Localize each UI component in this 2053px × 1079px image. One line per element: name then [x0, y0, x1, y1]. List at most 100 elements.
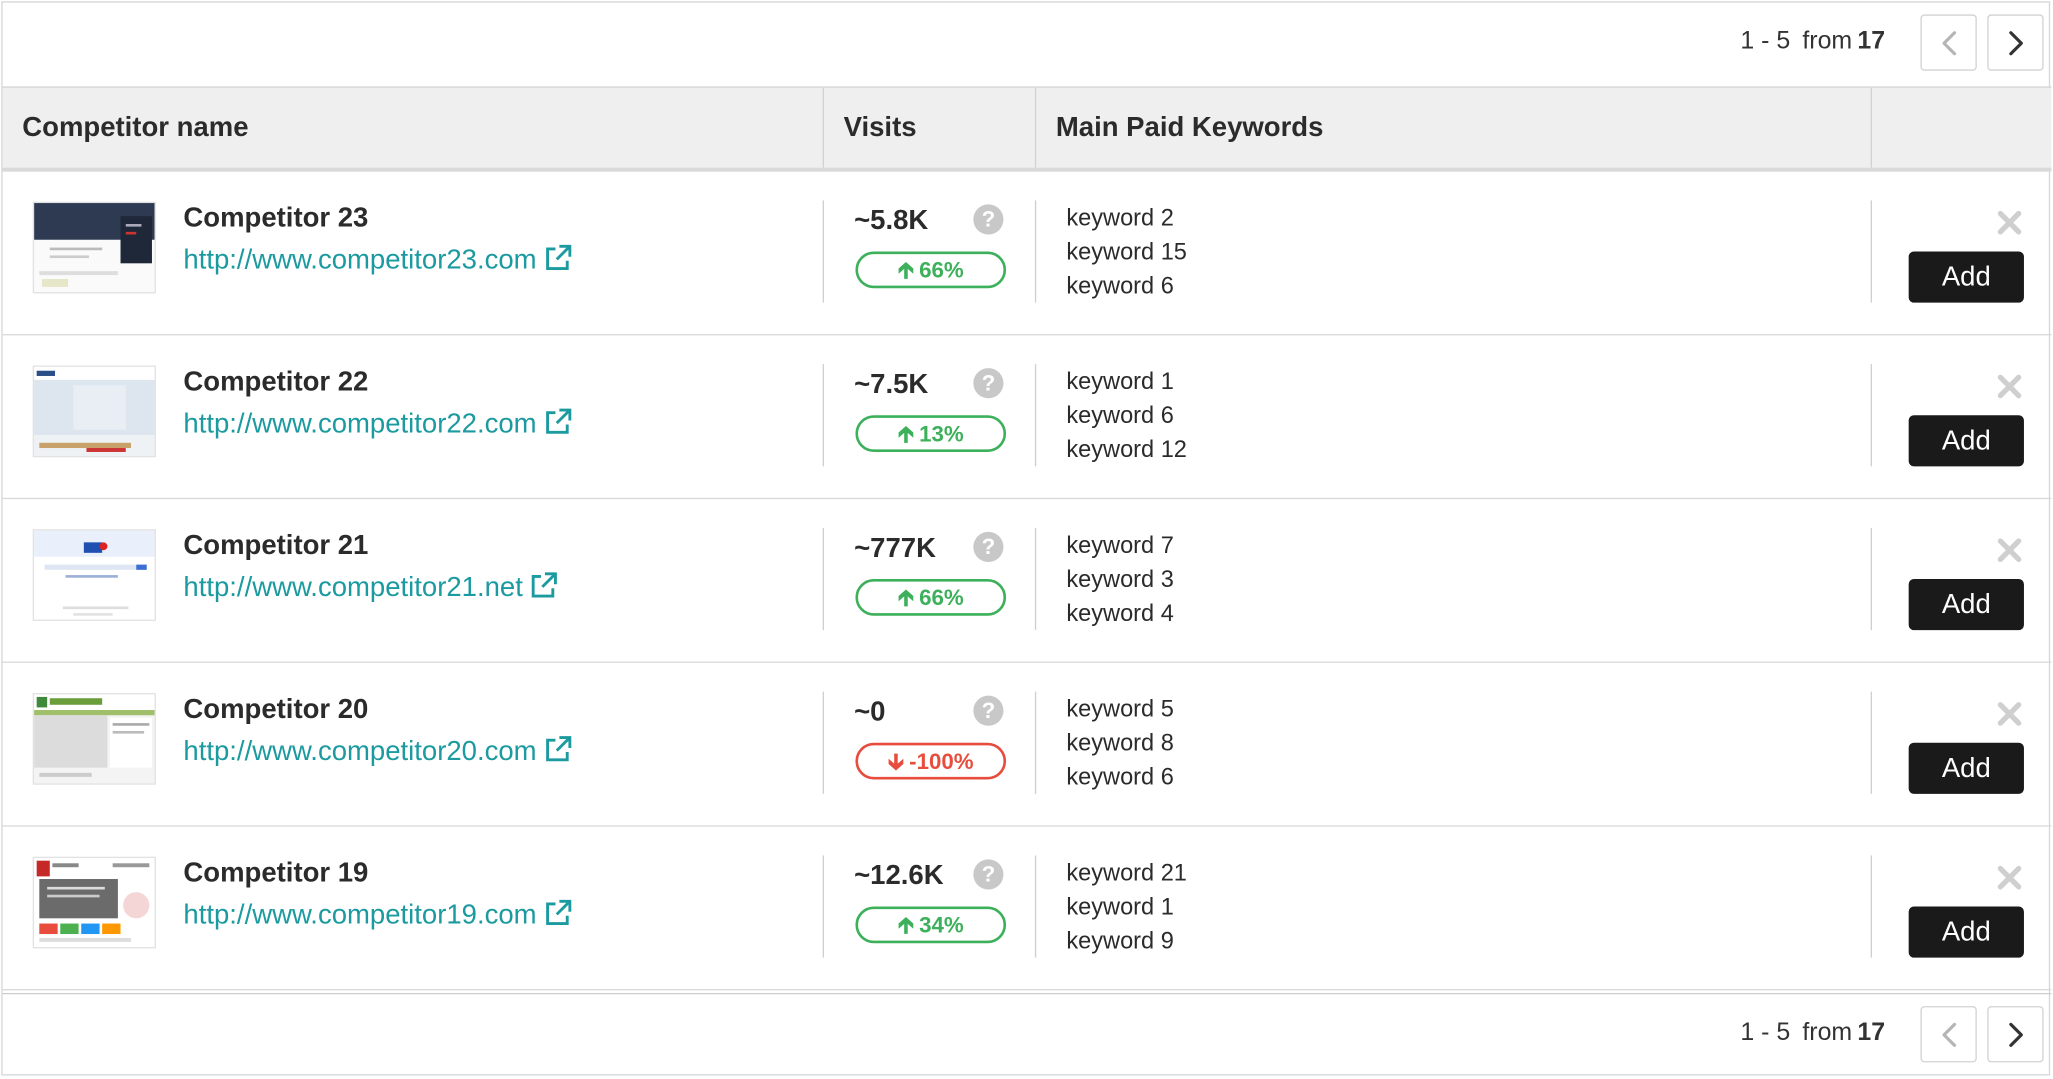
keyword-list: keyword 2 keyword 15 keyword 6 [1066, 200, 1187, 302]
competitor-url-link[interactable]: http://www.competitor23.com [183, 244, 572, 277]
competitor-url-link[interactable]: http://www.competitor21.net [183, 571, 558, 604]
site-thumbnail[interactable] [32, 365, 156, 458]
column-divider [822, 527, 824, 631]
pagination-info: 1 - 5 from 17 [1740, 3, 1885, 87]
keyword-item: keyword 2 [1066, 204, 1174, 231]
competitor-name: Competitor 23 [183, 203, 369, 234]
column-divider [822, 200, 824, 303]
add-competitor-button[interactable]: Add [1908, 579, 2024, 631]
question-circle-icon[interactable]: ? [973, 859, 1004, 890]
keyword-item: keyword 7 [1066, 531, 1174, 559]
visits-trend-value: 66% [919, 258, 964, 283]
external-link-icon[interactable] [543, 407, 572, 436]
column-divider [1870, 200, 1872, 303]
competitor-url-link[interactable]: http://www.competitor20.com [183, 735, 572, 768]
external-link-icon[interactable] [529, 571, 558, 600]
pagination-from-label: from [1802, 27, 1853, 56]
add-competitor-button[interactable]: Add [1908, 906, 2024, 958]
external-link-icon[interactable] [543, 244, 572, 273]
next-page-button[interactable] [1987, 14, 2044, 71]
keyword-item: keyword 3 [1066, 565, 1174, 593]
external-link-icon[interactable] [543, 899, 572, 928]
site-thumbnail[interactable] [32, 201, 156, 294]
close-icon[interactable] [1995, 372, 2024, 401]
keyword-item: keyword 5 [1066, 695, 1174, 722]
keyword-item: keyword 4 [1066, 599, 1174, 627]
column-header-keywords[interactable]: Main Paid Keywords [1034, 87, 1871, 168]
competitor-url-link[interactable]: http://www.competitor22.com [183, 407, 572, 440]
column-divider [1034, 527, 1037, 631]
column-divider [1870, 855, 1872, 958]
visits-trend-value: -100% [909, 749, 974, 775]
site-thumbnail[interactable] [32, 529, 156, 621]
visits-value: ~12.6K [854, 860, 944, 891]
chevron-left-icon [1941, 1022, 1956, 1047]
competitor-url[interactable]: http://www.competitor20.com [183, 736, 537, 767]
add-competitor-button[interactable]: Add [1908, 742, 2024, 794]
keyword-item: keyword 15 [1066, 238, 1187, 265]
question-circle-icon[interactable]: ? [973, 531, 1004, 562]
keyword-list: keyword 5 keyword 8 keyword 6 [1066, 692, 1173, 794]
next-page-button[interactable] [1987, 1006, 2044, 1063]
add-competitor-button[interactable]: Add [1908, 415, 2024, 467]
close-icon[interactable] [1995, 208, 2024, 237]
column-header-actions [1870, 87, 2052, 168]
pagination-total: 17 [1857, 27, 1886, 56]
question-circle-icon[interactable]: ? [973, 204, 1004, 235]
table-row: Competitor 21 http://www.competitor21.ne… [2, 499, 2052, 663]
column-divider [1034, 364, 1037, 467]
table-header: Competitor name Visits Main Paid Keyword… [2, 87, 2052, 172]
pagination-range: 1 - 5 [1740, 27, 1791, 56]
close-icon[interactable] [1995, 700, 2024, 729]
visits-trend-value: 34% [919, 913, 964, 938]
pagination-range: 1 - 5 [1740, 1019, 1791, 1047]
add-competitor-button[interactable]: Add [1908, 251, 2024, 303]
column-divider [822, 855, 824, 958]
competitor-url[interactable]: http://www.competitor21.net [183, 572, 523, 603]
arrow-up-icon: 🡱 [897, 913, 914, 938]
keyword-list: keyword 7 keyword 3 keyword 4 [1066, 528, 1173, 630]
pagination-info: 1 - 5 from 17 [1740, 994, 1885, 1078]
arrow-down-icon: 🡳 [887, 749, 904, 775]
keyword-list: keyword 21 keyword 1 keyword 9 [1066, 855, 1187, 957]
column-divider [1870, 691, 1872, 794]
close-icon[interactable] [1995, 863, 2024, 892]
visits-value: ~777K [854, 533, 936, 564]
competitor-name: Competitor 20 [183, 694, 369, 725]
table-row: Competitor 23 http://www.competitor23.co… [2, 172, 2052, 336]
visits-trend-badge: 🡱 66% [855, 251, 1007, 289]
prev-page-button[interactable] [1920, 1006, 1977, 1063]
competitor-url[interactable]: http://www.competitor19.com [183, 899, 537, 931]
column-divider [822, 364, 824, 467]
visits-trend-value: 13% [919, 421, 964, 447]
question-circle-icon[interactable]: ? [973, 368, 1004, 399]
keyword-item: keyword 6 [1066, 402, 1174, 429]
keyword-item: keyword 21 [1066, 859, 1187, 886]
column-header-visits[interactable]: Visits [822, 87, 1035, 168]
keyword-item: keyword 12 [1066, 436, 1187, 463]
visits-trend-badge: 🡱 34% [855, 906, 1007, 944]
close-icon[interactable] [1995, 536, 2024, 565]
competitor-url[interactable]: http://www.competitor23.com [183, 244, 537, 276]
visits-trend-badge: 🡱 66% [855, 579, 1007, 616]
column-header-competitor[interactable]: Competitor name [22, 112, 249, 143]
prev-page-button[interactable] [1920, 14, 1977, 71]
keyword-item: keyword 9 [1066, 927, 1174, 954]
pagination-from-label: from [1802, 1019, 1853, 1047]
competitor-url[interactable]: http://www.competitor22.com [183, 408, 537, 439]
question-circle-icon[interactable]: ? [973, 695, 1004, 726]
keyword-item: keyword 8 [1066, 729, 1174, 756]
column-divider [1034, 855, 1037, 958]
competitor-url-link[interactable]: http://www.competitor19.com [183, 899, 572, 932]
column-divider [1870, 364, 1872, 467]
site-thumbnail[interactable] [32, 856, 156, 949]
chevron-right-icon [2008, 30, 2023, 55]
pagination-top: 1 - 5 from 17 [2, 3, 2052, 88]
site-thumbnail[interactable] [32, 692, 156, 785]
pagination-bottom: 1 - 5 from 17 [2, 992, 2052, 1078]
visits-trend-badge: 🡱 13% [855, 415, 1007, 452]
external-link-icon[interactable] [543, 735, 572, 764]
competitor-name: Competitor 22 [183, 366, 369, 397]
competitor-name: Competitor 19 [183, 858, 369, 889]
